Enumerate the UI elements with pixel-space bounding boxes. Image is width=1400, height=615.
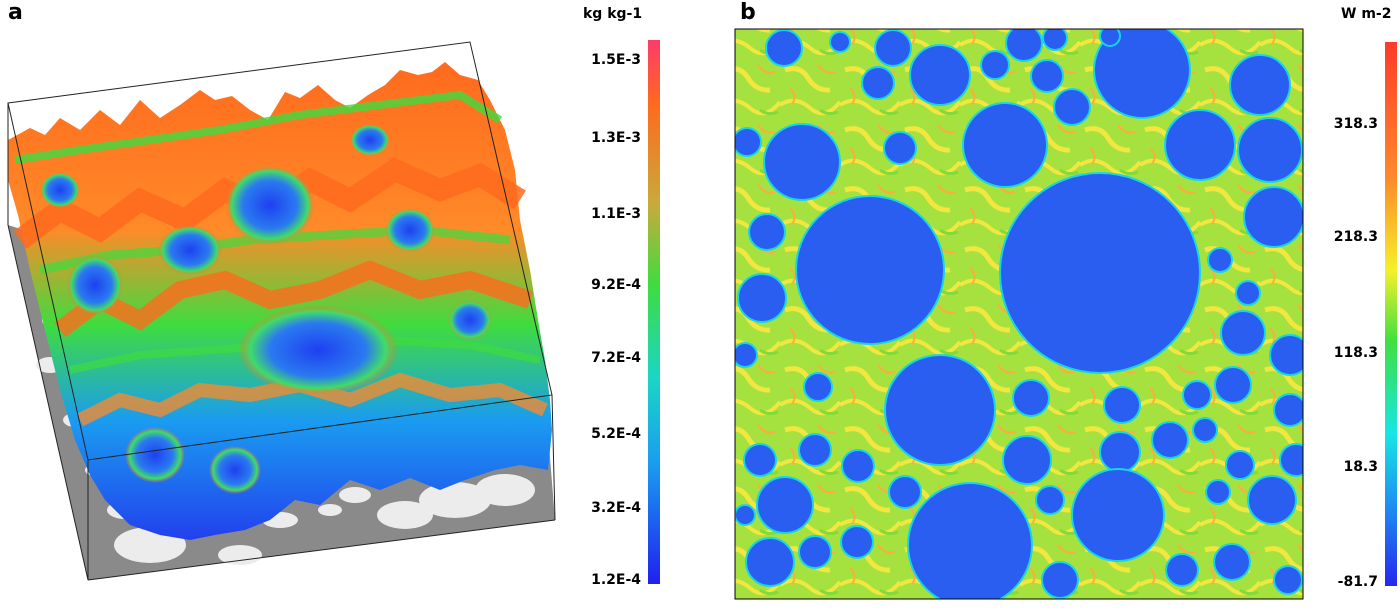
cloud-disc [841,449,875,483]
cloud-disc [743,443,777,477]
colorbar-a-tick: 1.5E-3 [591,52,641,68]
cloud-disc [765,29,803,67]
cloud-disc [1247,475,1297,525]
cloud-disc [1192,417,1218,443]
cloud-disc [756,476,814,534]
cloud-disc [1273,393,1303,427]
cloud-disc [1030,59,1064,93]
cloud-disc [884,354,996,466]
cloud-disc [1151,421,1189,459]
cloud-disc [1002,435,1052,485]
cloud-disc [1220,310,1266,356]
colorbar-a-tick: 1.3E-3 [591,130,641,146]
colorbar-a-tick: 3.2E-4 [591,500,641,516]
cloud-disc [1273,565,1303,595]
cloud-disc [962,102,1048,188]
cloud-disc [1012,379,1050,417]
cloud-disc [1205,479,1231,505]
cloud-disc [909,44,971,106]
cloud-disc [1279,443,1303,477]
cloud-disc [1165,553,1199,587]
cloud-disc [883,131,917,165]
colorbar-b-tick: 18.3 [1343,459,1378,475]
cloud-disc [745,537,795,587]
cloud-disc [1229,54,1291,116]
cloud-disc [798,535,832,569]
cloud-disc [1225,450,1255,480]
cloud-disc [1041,561,1079,599]
cloud-disc [798,433,832,467]
colorbar-b-unit: W m-2 [1341,6,1392,22]
colorbar-b-tick: -81.7 [1337,574,1378,590]
cloud-disc [840,525,874,559]
cloud-disc [1164,109,1236,181]
cloud-disc [795,195,945,345]
colorbar-a-tick: 7.2E-4 [591,350,641,366]
colorbar-a-tick: 1.2E-4 [591,572,641,588]
cloud-disc [748,213,786,251]
cloud-disc [803,372,833,402]
cloud-disc [1005,29,1043,62]
surface-3d [8,62,552,540]
cloud-disc [763,123,841,201]
cloud-disc [1099,29,1121,47]
cloud-disc [1042,29,1068,51]
cloud-disc [737,273,787,323]
cloud-disc [1093,29,1191,119]
cloud-disc [1099,431,1141,473]
cloud-disc [735,504,756,526]
colorbar-b [1385,42,1397,586]
colorbar-b-tick: 218.3 [1333,229,1378,245]
bounding-box [7,41,556,581]
cloud-disc [888,475,922,509]
cloud-disc [1235,280,1261,306]
colorbar-b-tick: 318.3 [1333,116,1378,132]
cloud-disc [1213,543,1251,581]
cloud-disc [1243,186,1303,248]
cloud-disc [999,172,1201,374]
cloud-disc [1269,334,1303,376]
cloud-disc [1053,88,1091,126]
colorbar-a-tick: 9.2E-4 [591,277,641,293]
colorbar-a-tick: 1.1E-3 [591,206,641,222]
colorbar-a [648,40,660,584]
cloud-disc [861,66,895,100]
panel-b-frame [734,28,1304,600]
colorbar-b-tick: 118.3 [1333,345,1378,361]
cloud-disc [907,482,1033,599]
cloud-disc [1071,468,1165,562]
panel-b-image [735,29,1303,599]
cloud-disc [1214,366,1252,404]
cloud-disc [735,127,762,157]
panel-b-label: b [740,0,756,25]
cloud-disc [829,31,851,53]
colorbar-a-unit: kg kg-1 [583,6,643,22]
panel-a-label: a [8,0,23,25]
cloud-disc [1237,117,1303,183]
cloud-disc [1182,380,1212,410]
cloud-disc [874,29,912,67]
cloud-disc [735,342,758,368]
cloud-disc [1207,247,1233,273]
colorbar-a-tick: 5.2E-4 [591,426,641,442]
cloud-disc [1035,485,1065,515]
cloud-disc [980,50,1010,80]
cloud-disc [1103,386,1141,424]
